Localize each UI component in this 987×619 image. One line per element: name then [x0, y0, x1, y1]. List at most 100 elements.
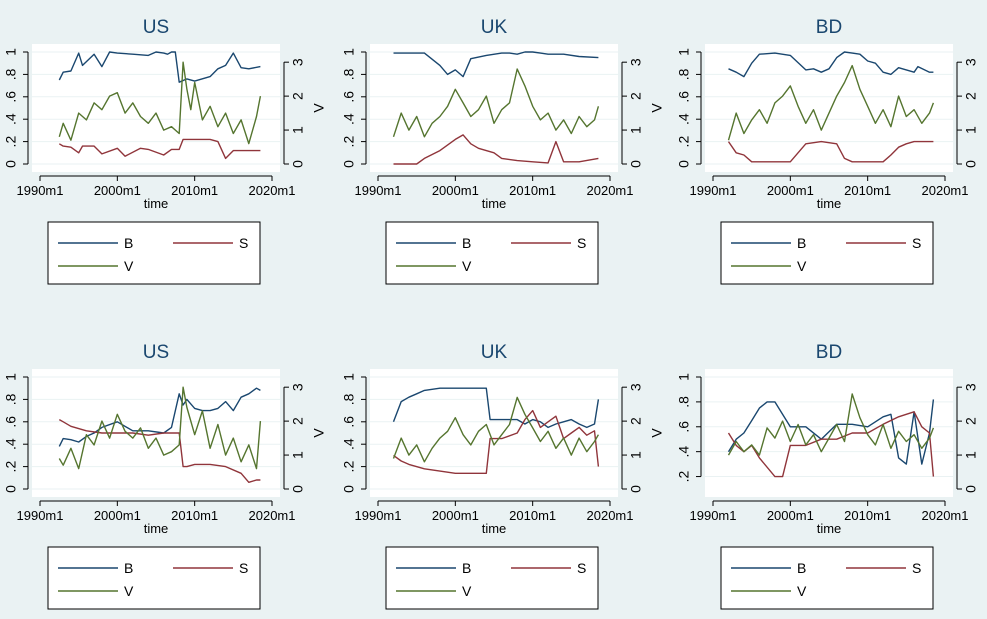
- y-tick-label-left: 0: [676, 160, 692, 168]
- y-axis-label-right: V: [984, 103, 987, 113]
- y-tick-label-right: 0: [628, 485, 644, 493]
- y-axis-label-right: V: [311, 428, 327, 438]
- plot-area: [32, 369, 280, 497]
- series-line-S: [393, 409, 600, 474]
- legend-box: [385, 221, 599, 285]
- y-tick-label-left: .2: [3, 461, 19, 473]
- y-tick-label-right: 2: [628, 417, 644, 425]
- x-tick-label: 2000m1: [94, 508, 141, 523]
- x-tick-label: 2010m1: [509, 508, 556, 523]
- y-tick-label-left: 1: [676, 48, 692, 56]
- x-tick-label: 2000m1: [432, 183, 479, 198]
- panel-title: BD: [816, 17, 842, 38]
- legend-label-S: S: [912, 560, 921, 576]
- legend-label-B: B: [797, 235, 806, 251]
- x-tick-label: 2020m1: [587, 183, 634, 198]
- x-tick-label: 2010m1: [844, 183, 891, 198]
- legend-label-B: B: [797, 560, 806, 576]
- panel-title: UK: [481, 342, 508, 363]
- y-tick-label-left: .4: [676, 113, 692, 125]
- y-tick-label-right: 1: [963, 126, 979, 134]
- x-tick-label: 1990m1: [690, 508, 737, 523]
- series-line-B: [393, 51, 599, 78]
- y-tick-label-right: 0: [963, 160, 979, 168]
- y-axis-label-right: V: [649, 428, 665, 438]
- y-tick-label-right: 1: [290, 451, 306, 459]
- legend-label-B: B: [462, 560, 471, 576]
- legend-label-B: B: [124, 235, 133, 251]
- y-tick-label-left: 0: [3, 160, 19, 168]
- x-tick-label: 2010m1: [171, 183, 218, 198]
- legend-label-V: V: [462, 258, 472, 274]
- x-tick-label: 1990m1: [355, 508, 402, 523]
- y-tick-label-left: .8: [676, 396, 692, 408]
- legend-label-S: S: [577, 560, 586, 576]
- y-tick-label-left: .2: [341, 461, 357, 473]
- plot-area: [705, 44, 953, 172]
- y-tick-label-left: .6: [676, 421, 692, 433]
- x-tick-label: 2000m1: [767, 508, 814, 523]
- x-axis-label: time: [817, 196, 842, 211]
- y-tick-label-left: .4: [3, 438, 19, 450]
- legend-box: [720, 221, 934, 285]
- y-tick-label-left: 1: [3, 373, 19, 381]
- x-tick-label: 1990m1: [690, 183, 737, 198]
- panel-6: BD .2 .4 .6 .8 1 0 1 2 3 V 1990m1 2000m1 2010m1 2020m1…: [676, 342, 987, 610]
- y-tick-label-left: 0: [341, 160, 357, 168]
- x-tick-label: 1990m1: [355, 183, 402, 198]
- y-tick-label-right: 1: [628, 126, 644, 134]
- panel-title: US: [143, 342, 169, 363]
- panel-5: UK 0 .2 .4 .6 .8 1 0 1 2 3 V 1990m1 2000m1 2010m1 2020m…: [341, 342, 665, 610]
- y-tick-label-left: .8: [341, 68, 357, 80]
- x-tick-label: 2000m1: [432, 508, 479, 523]
- legend-box: [720, 546, 934, 610]
- legend-label-V: V: [124, 258, 134, 274]
- legend-box: [385, 546, 599, 610]
- series-line-V: [392, 68, 600, 138]
- y-tick-label-right: 1: [628, 451, 644, 459]
- y-tick-label-right: 2: [290, 417, 306, 425]
- y-tick-label-right: 2: [628, 92, 644, 100]
- y-axis-label-right: V: [984, 428, 987, 438]
- y-tick-label-right: 3: [628, 383, 644, 391]
- y-tick-label-left: .6: [341, 416, 357, 428]
- y-tick-label-right: 3: [628, 58, 644, 66]
- plot-area: [705, 369, 953, 497]
- y-tick-label-left: 1: [341, 373, 357, 381]
- series-line-B: [392, 387, 600, 429]
- series-line-V: [727, 393, 935, 456]
- legend-box: [47, 546, 261, 610]
- y-tick-label-right: 1: [963, 451, 979, 459]
- y-tick-label-right: 1: [290, 126, 306, 134]
- legend: B S V: [385, 221, 599, 285]
- y-tick-label-left: 0: [341, 485, 357, 493]
- y-tick-label-right: 3: [963, 58, 979, 66]
- panel-4: US 0 .2 .4 .6 .8 1 0 1 2 3 V 1990m1 2000m1 2010m1 2020m…: [3, 342, 327, 610]
- x-tick-label: 2020m1: [922, 183, 969, 198]
- series-line-S: [393, 134, 599, 165]
- panel-title: BD: [816, 342, 842, 363]
- y-tick-label-right: 0: [963, 485, 979, 493]
- y-tick-label-left: .4: [341, 438, 357, 450]
- panel-2: UK 0 .2 .4 .6 .8 1 0 1 2 3 V 1990m1 2000m1 2010m1 2020m…: [341, 17, 665, 285]
- series-line-S: [727, 140, 934, 163]
- x-axis-label: time: [144, 196, 169, 211]
- y-tick-label-left: .6: [3, 416, 19, 428]
- panel-title: US: [143, 17, 169, 38]
- x-tick-label: 2020m1: [249, 183, 296, 198]
- y-tick-label-left: .2: [676, 471, 692, 483]
- y-tick-label-left: .6: [3, 91, 19, 103]
- x-tick-label: 2010m1: [844, 508, 891, 523]
- y-axis-label-right: V: [311, 103, 327, 113]
- legend: B S V: [720, 221, 934, 285]
- x-tick-label: 2010m1: [509, 183, 556, 198]
- x-tick-label: 2020m1: [587, 508, 634, 523]
- x-axis-label: time: [482, 521, 507, 536]
- legend-label-S: S: [239, 560, 248, 576]
- y-tick-label-right: 2: [963, 417, 979, 425]
- legend-label-V: V: [797, 583, 807, 599]
- legend: B S V: [385, 546, 599, 610]
- x-tick-label: 2000m1: [94, 183, 141, 198]
- legend-label-V: V: [124, 583, 134, 599]
- y-tick-label-left: .8: [676, 68, 692, 80]
